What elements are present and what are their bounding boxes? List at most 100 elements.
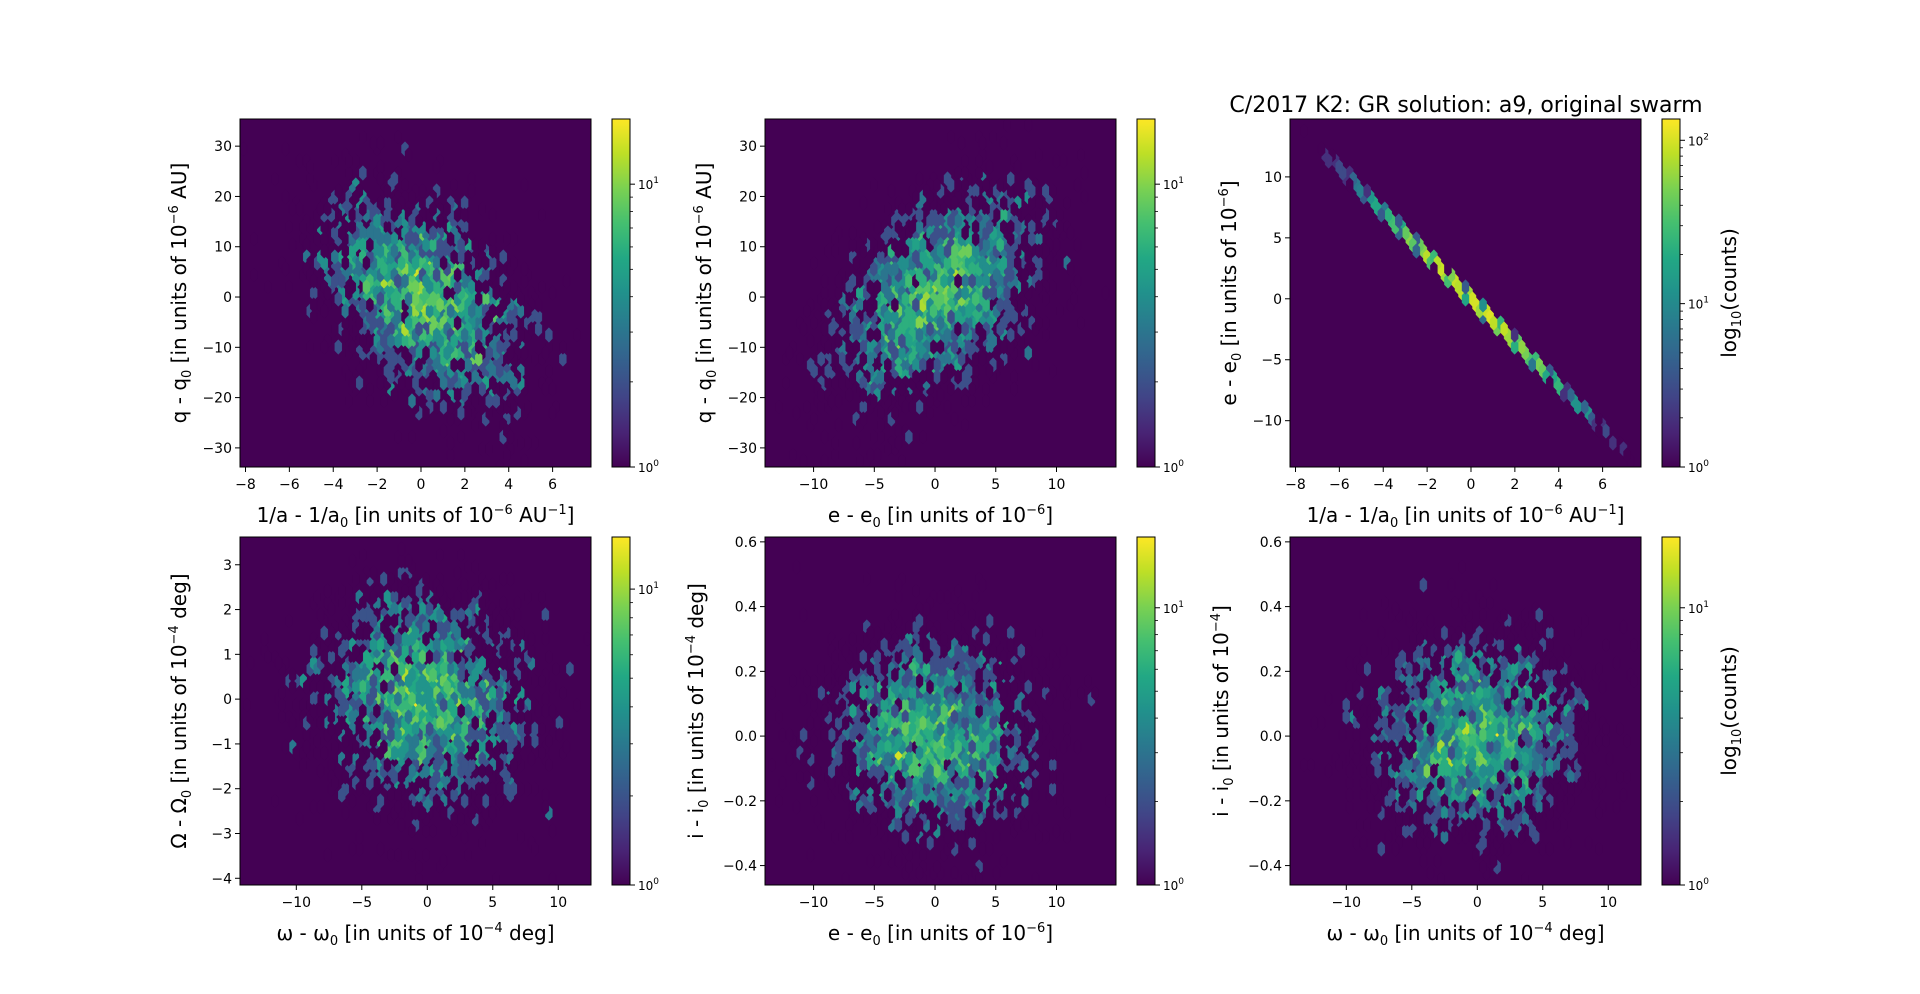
hexbin-cells xyxy=(240,129,581,467)
hex-cell xyxy=(390,207,399,223)
colorbar-tick-label: 101 xyxy=(638,176,659,192)
label-part-mid2: AU] xyxy=(692,163,716,205)
hex-cell xyxy=(1084,673,1092,689)
label-part-sub: 0 xyxy=(697,800,712,808)
hex-cell xyxy=(782,375,790,391)
hex-cell xyxy=(1024,345,1033,361)
hex-cell xyxy=(996,297,1004,313)
hex-cell xyxy=(961,285,969,301)
colorbar-label-base: log xyxy=(1717,327,1741,358)
hex-cell xyxy=(432,267,441,283)
hex-cell xyxy=(376,135,385,151)
hex-cell xyxy=(1014,661,1022,677)
hex-cell xyxy=(320,649,328,665)
label-part-mid: [in units of 10 xyxy=(1398,503,1543,527)
hex-cell xyxy=(471,715,479,731)
hex-cell xyxy=(285,613,293,629)
hex-cell xyxy=(1528,357,1536,373)
hex-cell xyxy=(446,399,455,415)
hex-cell xyxy=(943,243,952,259)
label-part-base: 1/a - 1/a xyxy=(257,503,340,527)
label-part-base: Ω - Ω xyxy=(167,798,191,849)
hex-cell xyxy=(880,817,889,833)
hex-cell xyxy=(940,273,948,289)
hex-cell xyxy=(475,339,483,355)
hex-cell xyxy=(821,429,829,445)
hex-cell xyxy=(457,547,465,563)
hex-cell xyxy=(281,189,290,205)
hex-cell xyxy=(485,643,493,659)
hex-cell xyxy=(989,129,997,145)
tick-exponent: 0 xyxy=(1178,459,1184,469)
hex-cell xyxy=(345,393,353,409)
hex-cell xyxy=(446,231,455,247)
hex-cell xyxy=(842,787,850,803)
hex-cell xyxy=(1423,643,1431,659)
hex-cell xyxy=(891,679,899,695)
hex-cell xyxy=(460,207,469,223)
hex-cell xyxy=(250,231,258,247)
x-tick-label: 0 xyxy=(1467,477,1476,493)
hex-cell xyxy=(288,237,297,253)
hex-cell xyxy=(288,201,297,217)
hex-cell xyxy=(1070,291,1078,307)
hex-cell xyxy=(1461,279,1470,295)
hex-cell xyxy=(940,631,948,647)
hex-cell xyxy=(1042,291,1050,307)
label-part-sub: 0 xyxy=(872,934,880,949)
hex-cell xyxy=(968,273,976,289)
hex-cell xyxy=(887,637,896,653)
x-tick-label: −10 xyxy=(282,895,312,911)
hex-cell xyxy=(485,441,493,457)
hex-cell xyxy=(1042,243,1050,259)
hex-cell xyxy=(877,799,885,815)
hex-cell xyxy=(240,141,248,157)
label-part-mid2: deg] xyxy=(167,573,191,625)
y-tick-label: 2 xyxy=(223,603,232,619)
hex-cell xyxy=(898,453,906,467)
hex-cell xyxy=(538,745,546,761)
hex-cell xyxy=(394,799,402,815)
hex-cell xyxy=(1409,631,1417,647)
hex-cell xyxy=(450,249,458,265)
hex-cell xyxy=(313,733,321,749)
hex-cell xyxy=(446,637,455,653)
hex-cell xyxy=(499,381,507,397)
hex-cell xyxy=(810,793,818,809)
hex-cell xyxy=(852,339,860,355)
hex-cell xyxy=(436,297,444,313)
hex-cell xyxy=(978,613,987,629)
hex-cell xyxy=(331,775,339,791)
hex-cell xyxy=(954,667,962,683)
label-part-end: ] xyxy=(567,503,575,527)
hex-cell xyxy=(380,679,388,695)
hex-cell xyxy=(369,315,378,331)
hex-cell xyxy=(905,751,913,767)
hex-cell xyxy=(1345,763,1354,779)
hex-cell xyxy=(1451,823,1459,839)
label-part-sup1: −6 xyxy=(1544,503,1563,518)
hex-cell xyxy=(915,171,924,187)
hex-cell xyxy=(366,775,374,791)
hex-cell xyxy=(1598,679,1607,695)
hex-cell xyxy=(1595,661,1603,677)
hex-cell xyxy=(810,315,818,331)
hex-cell xyxy=(877,429,885,445)
hex-cell xyxy=(299,757,307,773)
hex-cell xyxy=(873,447,881,463)
y-tick-label: 0 xyxy=(748,290,757,306)
hex-cell xyxy=(485,393,493,409)
hex-cell xyxy=(1475,685,1484,701)
y-tick-label: −30 xyxy=(727,441,757,457)
hex-cell xyxy=(1444,643,1452,659)
x-tick-label: −8 xyxy=(1285,477,1306,493)
hex-cell xyxy=(950,411,959,427)
hex-cell xyxy=(1007,171,1015,187)
hex-cell xyxy=(496,459,504,467)
hex-cell xyxy=(971,721,980,737)
hex-cell xyxy=(485,345,493,361)
label-part-mid: [in units of 10 xyxy=(348,503,493,527)
hex-cell xyxy=(1010,381,1018,397)
hex-cell xyxy=(453,649,462,665)
x-axis-label: e - e0​ [in units of 10−6​] xyxy=(828,921,1053,949)
